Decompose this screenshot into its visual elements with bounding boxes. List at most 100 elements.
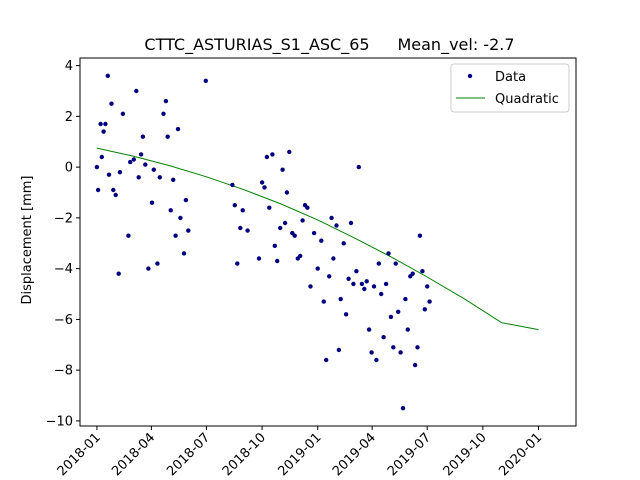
data-point: [351, 281, 356, 287]
data-point: [126, 233, 131, 238]
legend-label-data: Data: [495, 70, 526, 85]
data-point: [371, 284, 377, 289]
data-point: [238, 225, 243, 231]
data-point: [354, 269, 359, 274]
y-tick-label: −4: [54, 262, 73, 277]
data-point: [405, 327, 410, 332]
data-point: [278, 225, 283, 231]
data-point: [109, 101, 114, 106]
data-point: [113, 192, 118, 198]
legend-label-quadratic: Quadratic: [495, 92, 559, 107]
data-point: [366, 327, 372, 332]
data-point: [403, 296, 408, 302]
data-point: [427, 299, 432, 304]
data-point: [381, 335, 386, 340]
data-point: [343, 312, 349, 317]
legend-box: [450, 63, 570, 113]
data-point: [131, 157, 136, 162]
data-point: [398, 350, 403, 355]
data-point: [400, 406, 406, 411]
data-point: [95, 187, 101, 193]
data-point: [315, 266, 320, 271]
legend: Data Quadratic: [450, 63, 570, 113]
data-point: [417, 233, 423, 238]
y-tick-label: −6: [54, 313, 73, 328]
data-point: [105, 73, 111, 79]
data-point: [346, 276, 351, 281]
data-point: [175, 126, 181, 132]
data-point: [356, 164, 361, 170]
data-point: [425, 284, 430, 289]
legend-marker-data: [467, 73, 473, 79]
data-point: [319, 238, 324, 243]
data-point: [376, 261, 381, 266]
data-point: [393, 261, 398, 266]
data-point: [240, 208, 245, 213]
data-point: [300, 218, 305, 223]
data-point: [359, 281, 365, 287]
data-point: [183, 197, 189, 203]
data-point: [391, 345, 396, 350]
data-point: [369, 350, 374, 355]
data-point: [111, 187, 116, 193]
data-point: [106, 172, 112, 177]
y-tick-label: −8: [54, 364, 73, 379]
data-point: [173, 233, 178, 238]
data-point: [275, 258, 280, 264]
data-point: [99, 154, 105, 160]
data-point: [383, 281, 389, 287]
y-tick-label: −10: [46, 414, 73, 429]
data-point: [308, 284, 313, 289]
y-tick-label: 4: [65, 59, 73, 74]
data-point: [327, 274, 332, 279]
data-point: [232, 203, 237, 208]
data-point: [348, 220, 354, 226]
data-point: [298, 253, 303, 259]
data-point: [117, 170, 123, 175]
data-point: [116, 271, 121, 276]
data-point: [138, 152, 144, 157]
data-point: [280, 167, 285, 172]
data-point: [161, 111, 166, 117]
chart-subtitle-mean-velocity: Mean_vel: -2.7: [397, 35, 514, 55]
data-point: [98, 121, 103, 127]
data-point: [186, 228, 191, 233]
chart-title: CTTC_ASTURIAS_S1_ASC_65: [144, 35, 369, 55]
data-point: [292, 233, 297, 238]
y-axis-label: Displacement [mm]: [20, 176, 35, 305]
data-point: [412, 362, 418, 368]
data-point: [151, 167, 156, 172]
data-point: [287, 149, 292, 155]
data-point: [262, 185, 267, 190]
y-tick-label: 0: [65, 161, 73, 176]
data-point: [101, 129, 106, 134]
data-point: [324, 357, 329, 363]
data-point: [267, 205, 272, 210]
data-point: [272, 243, 277, 248]
data-point: [334, 223, 339, 228]
data-point: [143, 162, 148, 167]
data-point: [379, 291, 384, 297]
data-point: [120, 111, 126, 117]
data-point: [171, 177, 176, 182]
data-point: [420, 269, 425, 274]
data-point: [103, 121, 108, 127]
data-point: [341, 241, 346, 246]
data-point: [264, 154, 270, 160]
data-point: [163, 98, 169, 104]
data-point: [386, 251, 391, 256]
data-point: [284, 190, 290, 195]
data-point: [338, 296, 343, 302]
data-point: [136, 175, 141, 180]
data-point: [270, 152, 275, 157]
data-point: [140, 134, 146, 139]
data-point: [146, 266, 151, 271]
data-point: [282, 220, 288, 226]
data-point: [134, 88, 139, 94]
data-point: [410, 271, 415, 276]
data-point: [230, 182, 235, 188]
data-point: [256, 256, 262, 261]
data-point: [388, 314, 394, 320]
data-point: [168, 208, 173, 213]
